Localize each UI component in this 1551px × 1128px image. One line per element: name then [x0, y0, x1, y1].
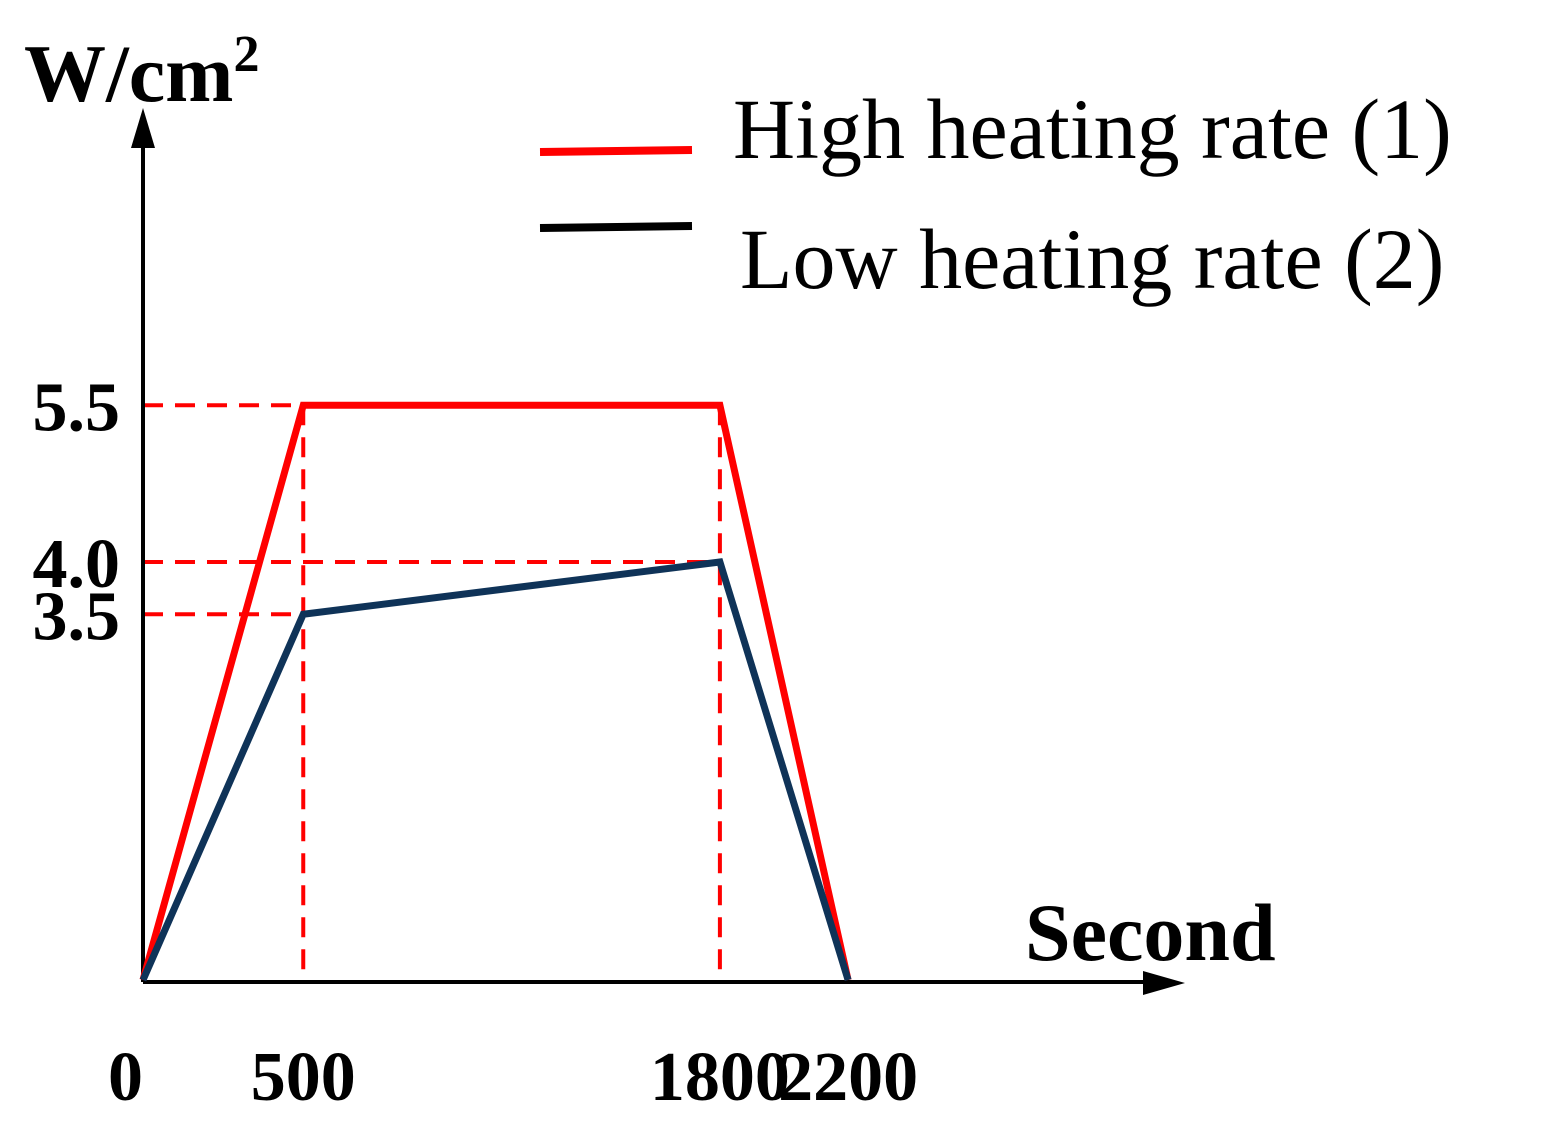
- x-axis-label: Second: [1025, 887, 1276, 978]
- y-axis-arrow-icon: [131, 108, 155, 148]
- axes: [131, 108, 1185, 995]
- legend-label-1: High heating rate (1): [733, 81, 1452, 177]
- legend-swatch-1: [539, 146, 693, 156]
- x-tick-label: 0: [108, 1039, 143, 1116]
- series-lines: [139, 401, 852, 982]
- x-tick-label: 500: [251, 1039, 356, 1116]
- y-axis-label: W/cm2: [24, 26, 259, 119]
- series-line-1: [139, 401, 852, 981]
- y-tick-labels: 5.5 4.03.5: [33, 369, 121, 655]
- reference-lines: [143, 403, 722, 980]
- x-tick-label: 1800: [650, 1039, 790, 1116]
- x-axis-arrow-icon: [1143, 971, 1185, 995]
- legend: High heating rate (1) Low heating rate (2…: [539, 81, 1452, 307]
- series-line-2: [139, 558, 852, 982]
- x-tick-label: 2200: [778, 1039, 918, 1116]
- legend-label-2: Low heating rate (2): [740, 211, 1444, 307]
- y-tick-label: 4.0: [33, 526, 121, 603]
- y-tick-label: 3.5: [33, 578, 121, 655]
- legend-swatch-2: [539, 222, 693, 232]
- y-tick-label: 5.5: [33, 369, 121, 446]
